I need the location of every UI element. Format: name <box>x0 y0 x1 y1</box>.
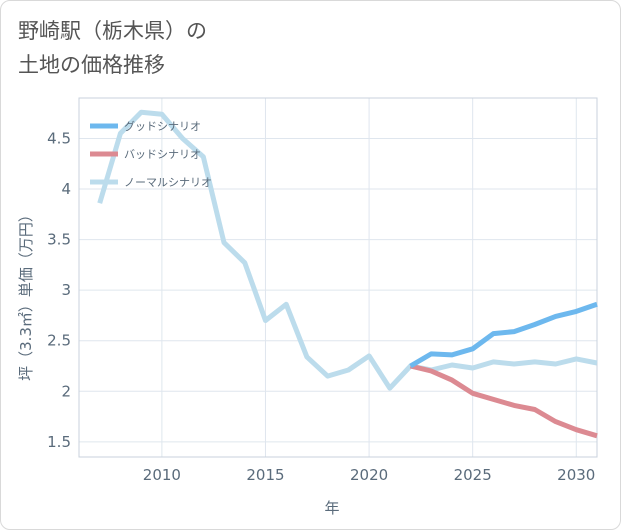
chart-title-line-2: 土地の価格推移 <box>18 53 165 77</box>
x-tick-label: 2015 <box>246 466 284 484</box>
y-axis-label: 坪（3.3㎡）単価（万円） <box>17 207 35 381</box>
y-tick-label: 2 <box>61 382 71 400</box>
y-tick-label: 3 <box>61 281 71 299</box>
legend-label: バッドシナリオ <box>124 148 201 161</box>
x-tick-label: 2025 <box>454 466 492 484</box>
y-tick-label: 4 <box>61 180 71 198</box>
legend-label: ノーマルシナリオ <box>124 176 212 189</box>
bad-scenario-line <box>409 363 598 439</box>
chart-title-line-1: 野崎駅（栃木県）の <box>18 19 207 43</box>
normal-scenario-line <box>97 109 598 391</box>
legend-label: グッドシナリオ <box>124 119 201 133</box>
y-tick-label: 3.5 <box>47 231 71 249</box>
legend-item-good[interactable]: グッドシナリオ <box>90 119 201 133</box>
legend-item-bad[interactable]: バッドシナリオ <box>90 148 201 161</box>
good-scenario-line <box>409 301 598 369</box>
x-tick-label: 2020 <box>350 466 388 484</box>
grid <box>79 98 597 457</box>
series-layer <box>97 109 598 439</box>
chart-title: 野崎駅（栃木県）の 土地の価格推移 <box>18 14 207 82</box>
plot-area <box>78 97 598 458</box>
y-tick-label: 4.5 <box>47 129 71 147</box>
y-tick-label: 1.5 <box>47 433 71 451</box>
y-tick-label: 2.5 <box>47 332 71 350</box>
x-axis-label: 年 <box>324 499 339 517</box>
x-tick-labels: 2010 2015 2020 2025 2030 <box>143 466 596 484</box>
y-tick-labels: 1.5 2 2.5 3 3.5 4 4.5 <box>47 129 71 450</box>
legend-item-normal[interactable]: ノーマルシナリオ <box>90 176 212 189</box>
x-tick-label: 2030 <box>557 466 595 484</box>
x-tick-label: 2010 <box>143 466 181 484</box>
